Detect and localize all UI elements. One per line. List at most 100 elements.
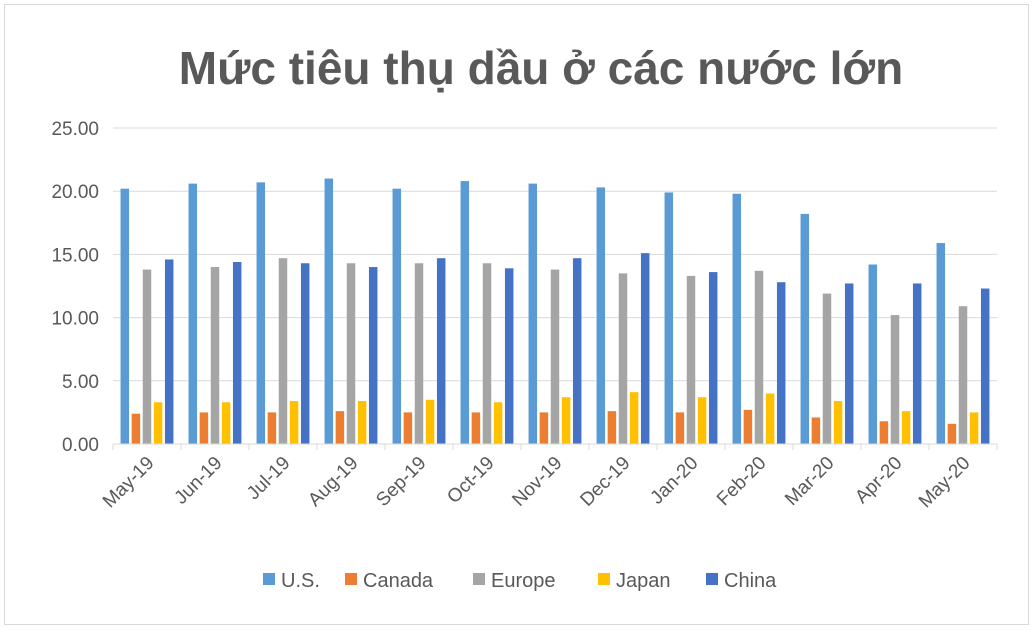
bar <box>210 267 220 444</box>
x-axis-ticks: May-19 Jun-19 Jul-19 Aug-19 Sep-19 Oct-19 Nov-… <box>99 453 975 513</box>
bar <box>528 183 538 444</box>
chart-title: Mức tiêu thụ dầu ở các nước lớn <box>179 42 903 94</box>
bar <box>822 293 832 444</box>
x-tick-label: May-19 <box>99 453 159 513</box>
x-tick-label: Oct-19 <box>443 453 498 508</box>
bar <box>664 192 674 444</box>
chart-frame <box>4 4 1029 625</box>
bar <box>776 282 786 444</box>
bar <box>256 182 266 445</box>
x-tick-label: Feb-20 <box>713 453 770 510</box>
bar <box>550 269 560 444</box>
bar <box>958 306 968 444</box>
bar <box>890 315 900 444</box>
bar <box>414 263 424 444</box>
bar <box>561 397 571 444</box>
bar <box>471 412 481 444</box>
bar <box>811 417 821 444</box>
y-tick-label: 20.00 <box>51 182 99 203</box>
bar <box>754 270 764 444</box>
bar <box>912 283 922 444</box>
bar <box>324 178 334 444</box>
x-tick-label: Sep-19 <box>372 453 430 511</box>
bar <box>153 402 163 444</box>
bar <box>346 263 356 444</box>
bar <box>142 269 152 444</box>
legend-entry: Europe <box>491 570 556 592</box>
bar <box>539 412 549 444</box>
bar <box>879 421 889 444</box>
legend-swatch <box>598 573 610 585</box>
bar <box>504 268 514 444</box>
legend-entry: Japan <box>616 570 671 592</box>
bar <box>901 411 911 444</box>
bars <box>120 178 990 445</box>
bar <box>120 188 130 444</box>
x-tick-label: Aug-19 <box>304 453 362 511</box>
x-tick-label: Mar-20 <box>781 453 838 510</box>
bar <box>800 213 810 444</box>
bar <box>607 411 617 444</box>
bar <box>278 258 288 444</box>
legend-swatch <box>345 573 357 585</box>
bar <box>596 187 606 444</box>
bar <box>221 402 231 444</box>
bar <box>618 273 628 444</box>
x-tick-label: Jun-19 <box>171 453 227 509</box>
bar <box>708 272 718 444</box>
bar <box>164 259 174 444</box>
bar <box>460 181 470 444</box>
bar <box>335 411 345 444</box>
y-axis-ticks: 0.00 5.00 10.00 15.00 20.00 25.00 <box>51 119 99 456</box>
x-tick-label: Jul-19 <box>243 453 294 504</box>
bar <box>425 399 435 444</box>
bar <box>572 258 582 444</box>
bar <box>686 275 696 444</box>
bar <box>675 412 685 444</box>
y-tick-label: 5.00 <box>62 372 99 393</box>
bar <box>267 412 277 444</box>
bar <box>868 264 878 444</box>
legend-swatch <box>263 573 275 585</box>
legend: U.S. Canada Europe Japan China <box>263 570 777 592</box>
legend-entry: China <box>724 570 777 592</box>
y-tick-label: 0.00 <box>62 435 99 456</box>
bar <box>936 243 946 444</box>
bar <box>969 412 979 444</box>
legend-entry: U.S. <box>281 570 320 592</box>
bar <box>232 261 242 444</box>
bar <box>844 283 854 444</box>
bar <box>188 183 198 444</box>
x-tick-label: Jan-20 <box>647 453 703 509</box>
y-tick-label: 25.00 <box>51 119 99 140</box>
bar <box>697 397 707 444</box>
bar <box>980 288 990 444</box>
bar <box>947 423 957 444</box>
legend-swatch <box>473 573 485 585</box>
x-axis <box>112 443 998 450</box>
x-tick-label: Dec-19 <box>576 453 634 511</box>
bar <box>403 412 413 444</box>
bar <box>357 401 367 444</box>
y-tick-label: 10.00 <box>51 309 99 330</box>
bar <box>640 253 650 444</box>
bar <box>300 263 310 444</box>
bar <box>131 413 141 444</box>
bar <box>833 401 843 444</box>
bar <box>392 188 402 444</box>
bar <box>368 267 378 444</box>
bar <box>765 393 775 444</box>
legend-swatch <box>706 573 718 585</box>
bar <box>482 263 492 444</box>
bar <box>743 409 753 444</box>
y-tick-label: 15.00 <box>51 245 99 266</box>
bar <box>493 402 503 444</box>
bar <box>629 392 639 444</box>
x-tick-label: Apr-20 <box>851 453 906 508</box>
bar <box>436 258 446 444</box>
legend-entry: Canada <box>363 570 434 592</box>
bar <box>289 401 299 444</box>
x-tick-label: May-20 <box>915 453 975 513</box>
bar <box>199 412 209 444</box>
